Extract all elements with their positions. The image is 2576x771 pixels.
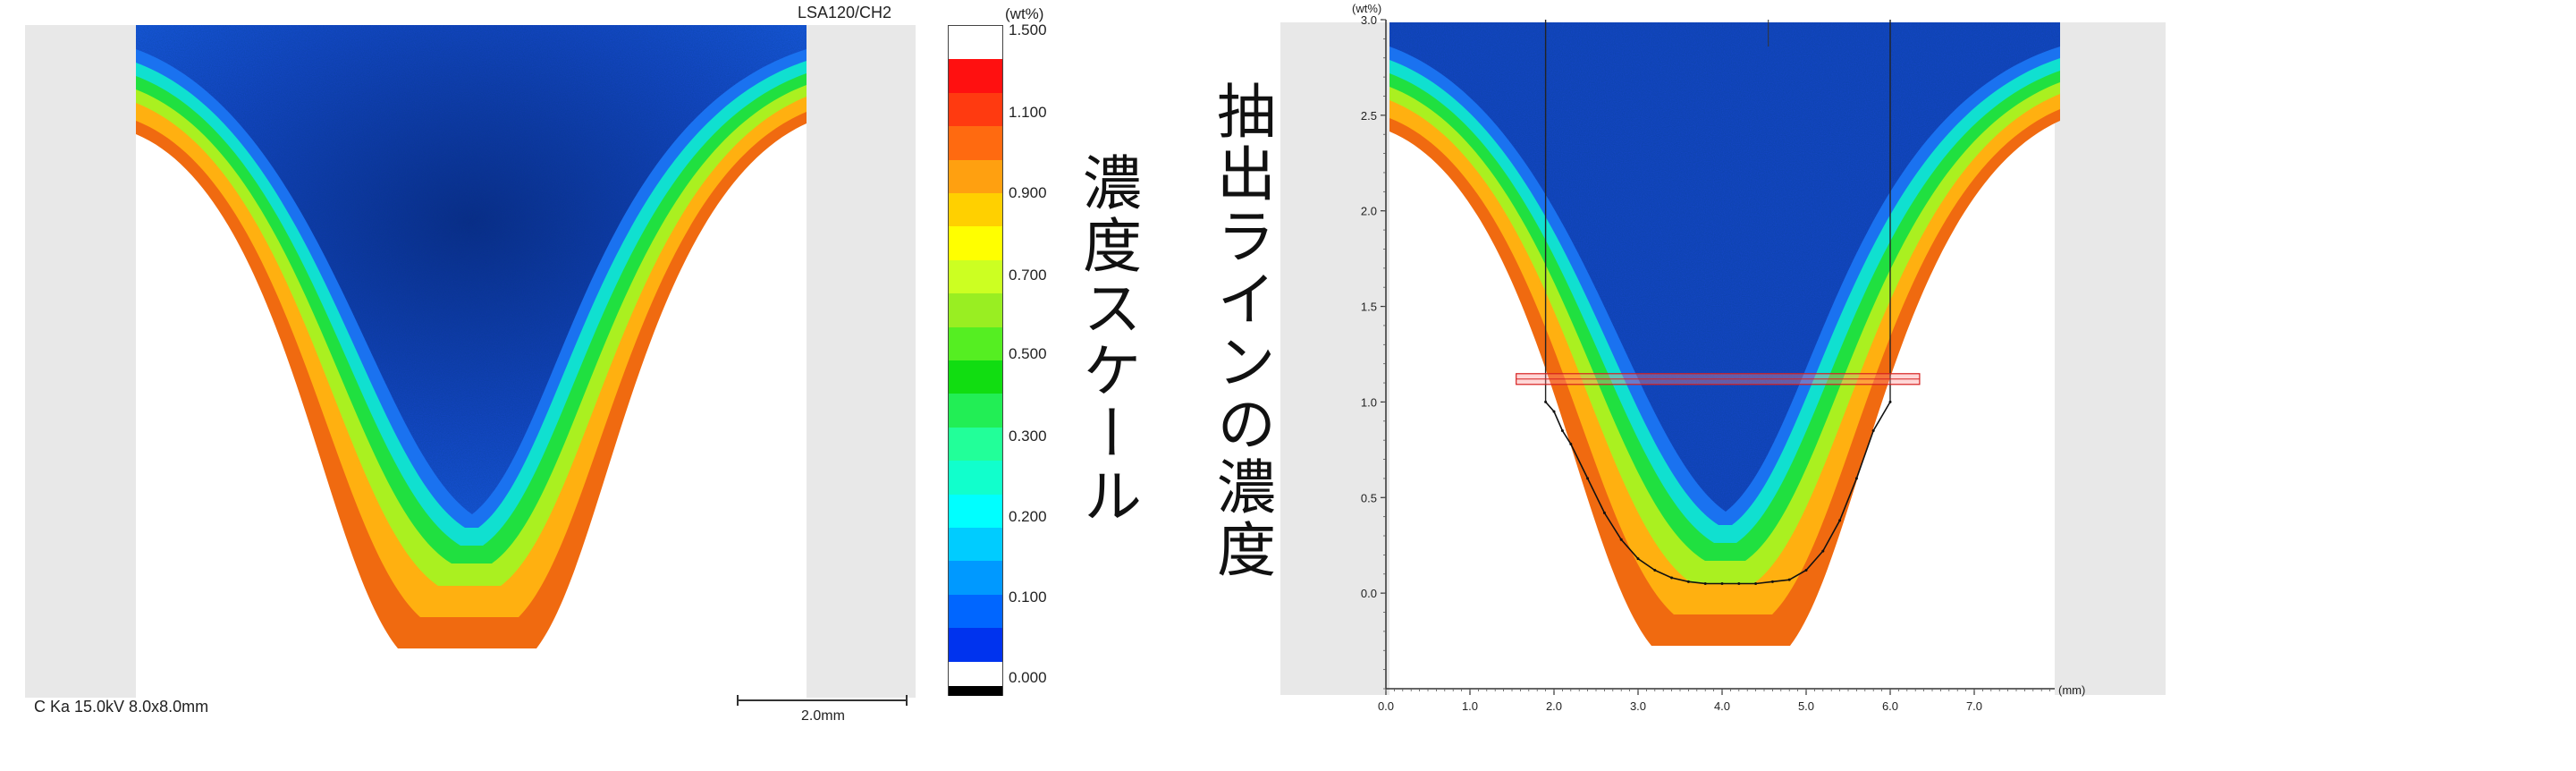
color-scale-swatch xyxy=(949,326,1002,360)
color-scale-tick-label: 0.100 xyxy=(1009,589,1047,606)
color-scale-swatch xyxy=(949,494,1002,528)
concentration-point xyxy=(1821,549,1825,553)
scale-bar-label: 2.0mm xyxy=(801,708,845,724)
y-tick-label: 1.5 xyxy=(1361,301,1377,314)
color-scale-swatch xyxy=(949,628,1002,662)
x-tick-label: 6.0 xyxy=(1882,699,1898,713)
color-scale-unit: (wt%) xyxy=(1005,5,1044,22)
concentration-point xyxy=(1569,442,1573,445)
color-scale-swatch xyxy=(949,126,1002,160)
y-tick-label: 0.0 xyxy=(1361,587,1377,600)
concentration-point xyxy=(1544,400,1548,403)
concentration-point xyxy=(1619,538,1623,541)
y-tick-label: 2.5 xyxy=(1361,109,1377,123)
concentration-point xyxy=(1653,568,1657,572)
concentration-point xyxy=(1770,580,1774,583)
color-scale-swatch xyxy=(949,293,1002,327)
y-tick-label: 0.5 xyxy=(1361,491,1377,504)
color-scale-tick-label: 1.100 xyxy=(1009,104,1047,121)
color-scale-swatch xyxy=(949,159,1002,193)
x-tick-label: 0.0 xyxy=(1378,699,1394,713)
color-scale-swatch xyxy=(949,193,1002,227)
concentration-point xyxy=(1670,576,1674,580)
x-tick-label: 1.0 xyxy=(1462,699,1478,713)
concentration-point xyxy=(1804,568,1808,572)
concentration-point xyxy=(1602,511,1606,514)
color-scale-tick-label: 0.500 xyxy=(1009,345,1047,362)
color-scale-swatches xyxy=(948,25,1003,697)
map-gray-right xyxy=(807,25,916,698)
right-chart-panel: 3.0 2.5 2.0 1.5 1.0 0.5 0.0 0.0 1.0 2.0 3.0 4.0 5.0 6… xyxy=(1279,0,2173,767)
measurement-condition: C Ka 15.0kV 8.0x8.0mm xyxy=(34,698,209,716)
color-scale-swatch xyxy=(949,461,1002,495)
concentration-point xyxy=(1838,519,1842,522)
concentration-point xyxy=(1754,581,1758,585)
line-title: 抽出ラインの濃度 xyxy=(1207,80,1276,581)
concentration-point xyxy=(1686,580,1690,583)
color-scale-tick-label: 1.500 xyxy=(1009,21,1047,38)
y-axis-unit: (wt%) xyxy=(1352,2,1381,15)
concentration-point xyxy=(1871,428,1875,432)
color-scale-swatch xyxy=(949,686,1002,697)
concentration-point xyxy=(1854,477,1858,480)
color-scale-tick-label: 0.900 xyxy=(1009,184,1047,201)
x-tick-label: 4.0 xyxy=(1714,699,1730,713)
concentration-point xyxy=(1703,581,1707,585)
concentration-point xyxy=(1737,581,1741,585)
color-scale-tick-label: 0.000 xyxy=(1009,669,1047,686)
concentration-point xyxy=(1787,578,1791,581)
concentration-point xyxy=(1636,557,1640,561)
color-scale xyxy=(948,25,1003,697)
y-tick-label: 3.0 xyxy=(1361,13,1377,27)
y-tick-label: 2.0 xyxy=(1361,205,1377,218)
x-axis-unit: (mm) xyxy=(2058,683,2085,697)
color-scale-swatch xyxy=(949,427,1002,462)
chart-gray-left xyxy=(1280,22,1389,695)
x-tick-label: 2.0 xyxy=(1546,699,1562,713)
color-scale-tick-label: 0.300 xyxy=(1009,428,1047,445)
concentration-point xyxy=(1586,477,1590,480)
color-scale-swatch xyxy=(949,92,1002,127)
concentration-point xyxy=(1552,410,1556,413)
scale-title: 濃度スケール xyxy=(1073,152,1142,528)
concentration-point xyxy=(1560,428,1564,432)
color-scale-swatch xyxy=(949,259,1002,294)
chart-gray-right xyxy=(2055,22,2166,695)
x-tick-label: 5.0 xyxy=(1798,699,1814,713)
color-scale-swatch xyxy=(949,226,1002,260)
color-scale-swatch xyxy=(949,59,1002,93)
left-concentration-map xyxy=(25,25,916,706)
x-tick-label: 3.0 xyxy=(1630,699,1646,713)
color-scale-tick-label: 0.200 xyxy=(1009,508,1047,525)
color-scale-swatch xyxy=(949,594,1002,629)
map-title: LSA120/CH2 xyxy=(798,4,892,21)
y-tick-label: 1.0 xyxy=(1361,395,1377,409)
color-scale-swatch xyxy=(949,528,1002,562)
color-scale-swatch xyxy=(949,394,1002,428)
left-map-panel: LSA120/CH2 C Ka 15.0kV 8.0x8.0mm 2.0mm xyxy=(0,0,921,767)
x-tick-label: 7.0 xyxy=(1966,699,1982,713)
concentration-point xyxy=(1720,581,1724,585)
map-gray-left xyxy=(25,25,136,698)
concentration-point xyxy=(1888,400,1892,403)
color-scale-swatch xyxy=(949,360,1002,394)
extraction-line-chart: 3.0 2.5 2.0 1.5 1.0 0.5 0.0 0.0 1.0 2.0 3.0 4.0 5.0 6… xyxy=(1280,2,2166,713)
color-scale-swatch xyxy=(949,561,1002,595)
color-scale-swatch xyxy=(949,26,1002,37)
color-scale-tick-label: 0.700 xyxy=(1009,267,1047,284)
